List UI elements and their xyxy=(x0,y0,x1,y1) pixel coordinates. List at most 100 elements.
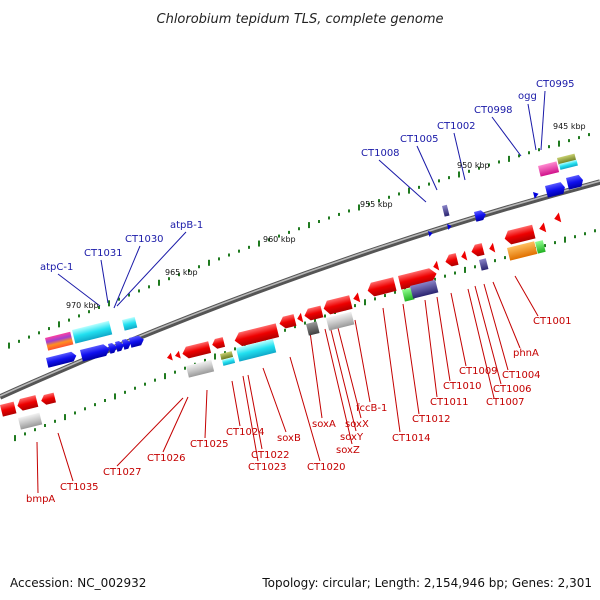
gene-red-arrow-7 xyxy=(554,212,562,223)
gene-label-ct1005[interactable]: CT1005 xyxy=(400,134,439,145)
gene-red-ct1027 xyxy=(182,341,212,359)
label-connector-line xyxy=(436,296,451,382)
major-tick xyxy=(564,236,566,243)
gene-label-ct1020[interactable]: CT1020 xyxy=(307,462,346,473)
gene-label-soxb[interactable]: soxB xyxy=(277,433,301,444)
label-connector-line xyxy=(450,292,467,367)
minor-tick xyxy=(284,328,286,332)
gene-orange xyxy=(507,241,538,261)
label-connector-line xyxy=(329,325,357,432)
label-connector-line xyxy=(247,374,263,450)
minor-tick xyxy=(318,220,320,224)
gene-label-atpb-1[interactable]: atpB-1 xyxy=(170,220,203,231)
reverse-gene-labels: CT1001 phnA CT1004 CT1006 CT1007 CT1009 … xyxy=(26,316,572,505)
gene-red-left-3 xyxy=(41,392,57,405)
gene-label-ct1009[interactable]: CT1009 xyxy=(459,366,498,377)
gene-label-ct1023[interactable]: CT1023 xyxy=(248,462,287,473)
gene-label-ct1004[interactable]: CT1004 xyxy=(502,370,541,381)
scale-labels: 945 kbp 950 kbp 955 kbp 960 kbp 965 kbp … xyxy=(66,122,586,310)
label-connector-line xyxy=(424,299,438,398)
gene-label-ct1025[interactable]: CT1025 xyxy=(190,439,229,450)
gene-label-ct1030[interactable]: CT1030 xyxy=(125,234,164,245)
gene-label-ct1022[interactable]: CT1022 xyxy=(251,450,290,461)
genome-backbone xyxy=(0,179,600,400)
minor-tick xyxy=(338,212,340,216)
gene-label-ct1012[interactable]: CT1012 xyxy=(412,414,451,425)
gene-red-ct1020 xyxy=(279,314,297,329)
scale-label-955: 955 kbp xyxy=(360,200,393,209)
gene-label-ct1024[interactable]: CT1024 xyxy=(226,427,265,438)
minor-tick xyxy=(124,390,126,394)
gene-label-soxy[interactable]: soxY xyxy=(340,432,364,443)
label-connector-line xyxy=(474,285,502,385)
gene-label-ct1027[interactable]: CT1027 xyxy=(103,467,142,478)
major-tick xyxy=(108,300,110,307)
reverse-strand-genes xyxy=(0,212,562,430)
gene-label-soxz[interactable]: soxZ xyxy=(336,445,360,456)
minor-tick xyxy=(228,253,230,257)
minor-tick xyxy=(438,179,440,183)
minor-tick xyxy=(304,321,306,325)
major-tick xyxy=(258,240,260,247)
minor-tick xyxy=(138,289,140,293)
minor-tick xyxy=(148,285,150,289)
gene-label-ct1026[interactable]: CT1026 xyxy=(147,453,186,464)
minor-tick xyxy=(24,432,26,436)
minor-tick xyxy=(378,199,380,203)
gene-label-ct1006[interactable]: CT1006 xyxy=(493,384,532,395)
label-connector-line xyxy=(289,356,321,462)
gene-gray-bmpA xyxy=(18,412,43,430)
gene-label-ct1001[interactable]: CT1001 xyxy=(533,316,572,327)
gene-label-fccb-1[interactable]: fccB-1 xyxy=(356,403,387,414)
gene-label-bmpa[interactable]: bmpA xyxy=(26,494,55,505)
gene-blue-small-3 xyxy=(533,192,539,199)
gene-cyan-atp xyxy=(72,320,113,344)
gene-label-ogg[interactable]: ogg xyxy=(518,91,537,102)
major-tick xyxy=(458,171,460,178)
gene-label-soxa[interactable]: soxA xyxy=(312,419,336,430)
gene-label-ct1010[interactable]: CT1010 xyxy=(443,381,482,392)
label-connector-line xyxy=(354,319,371,403)
major-tick xyxy=(364,299,366,306)
label-connector-line xyxy=(467,288,495,399)
scale-label-965: 965 kbp xyxy=(165,268,198,277)
minor-tick xyxy=(468,169,470,173)
gene-red-left-2 xyxy=(17,395,39,411)
label-connector-line xyxy=(491,116,522,157)
gene-green xyxy=(535,240,546,254)
gene-gray-ct1026 xyxy=(186,359,215,378)
major-tick xyxy=(358,204,360,211)
gene-label-ct1007[interactable]: CT1007 xyxy=(486,397,525,408)
gene-cyan-ct1023 xyxy=(222,357,236,366)
label-connector-line xyxy=(57,273,101,307)
major-tick xyxy=(464,266,466,273)
accession-text: Accession: NC_002932 xyxy=(10,576,146,590)
minor-tick xyxy=(368,202,370,206)
label-connector-line xyxy=(242,375,259,462)
gene-label-ct1008[interactable]: CT1008 xyxy=(361,148,400,159)
minor-tick xyxy=(434,277,436,281)
minor-tick xyxy=(204,358,206,362)
gene-label-ct1031[interactable]: CT1031 xyxy=(84,248,123,259)
gene-label-ct1011[interactable]: CT1011 xyxy=(430,397,469,408)
gene-label-atpc-1[interactable]: atpC-1 xyxy=(40,262,73,273)
gene-gray-soxZ xyxy=(326,311,355,331)
gene-label-ct1014[interactable]: CT1014 xyxy=(392,433,431,444)
minor-tick xyxy=(78,314,80,318)
gene-label-ct1035[interactable]: CT1035 xyxy=(60,482,99,493)
gene-red-arrow-6 xyxy=(539,222,547,233)
label-connector-line xyxy=(57,432,74,482)
gene-label-ct0998[interactable]: CT0998 xyxy=(474,105,513,116)
label-connector-line xyxy=(527,103,537,151)
minor-tick xyxy=(324,314,326,318)
gene-label-ct1002[interactable]: CT1002 xyxy=(437,121,476,132)
gene-label-ct0995[interactable]: CT0995 xyxy=(536,79,575,90)
gene-label-phna[interactable]: phnA xyxy=(513,348,539,359)
gene-red-soxA xyxy=(304,305,324,321)
gene-blue-4 xyxy=(115,341,124,352)
minor-tick xyxy=(88,310,90,314)
gene-cyan-ct1022 xyxy=(235,338,277,362)
gene-label-soxx[interactable]: soxX xyxy=(345,419,369,430)
minor-tick xyxy=(474,265,476,269)
gene-blue-ct1002 xyxy=(474,210,486,222)
